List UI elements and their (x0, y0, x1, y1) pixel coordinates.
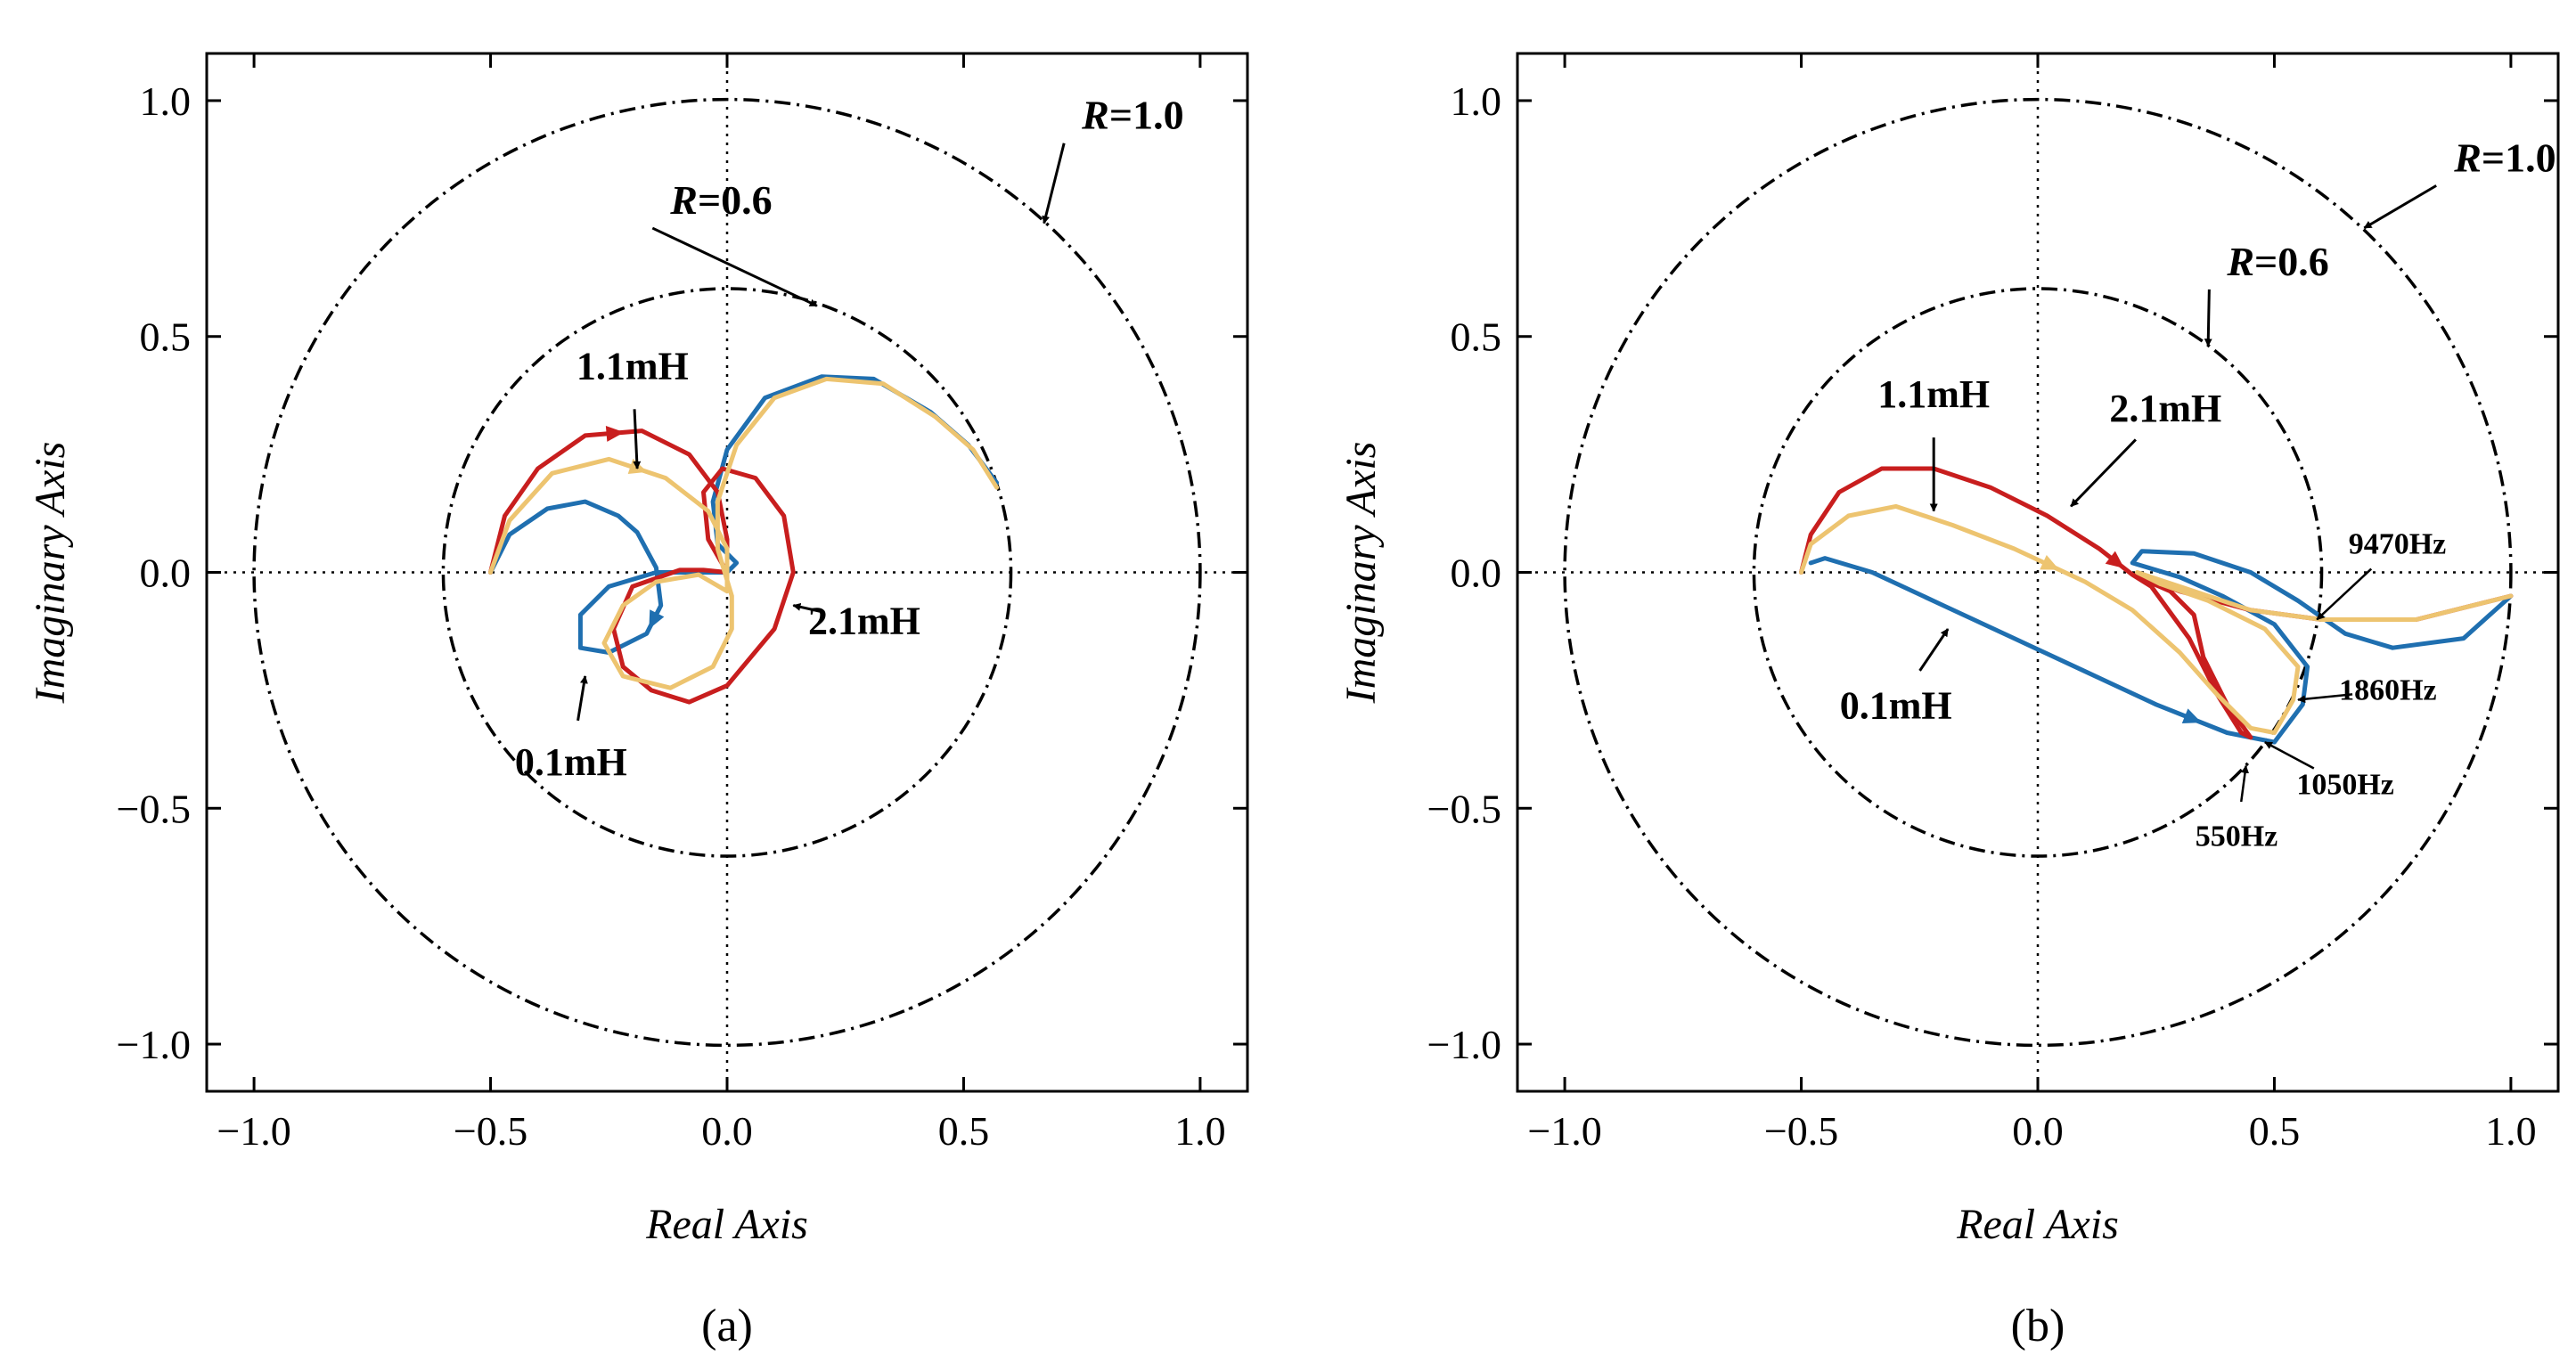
circle-r-0-6 (1752, 287, 2324, 858)
series-group (488, 374, 1000, 705)
y-axis-title: Imaginary Axis (27, 442, 74, 705)
circle-label-symbol: R (1081, 93, 1109, 138)
frequency-label-arrow (2316, 567, 2373, 621)
circle-label: R=1.0 (1081, 93, 1183, 138)
y-tick-label: 0.0 (140, 551, 192, 596)
x-axis-title: Real Axis (1956, 1201, 2119, 1248)
y-tick-label: −0.5 (1427, 786, 1501, 831)
series-label-arrow (1918, 628, 1950, 672)
frequency-label-arrow (2264, 741, 2315, 770)
frequency-label: 9470Hz (2349, 527, 2447, 560)
y-tick-label: −1.0 (1427, 1022, 1501, 1067)
y-tick-label: −1.0 (117, 1022, 191, 1067)
series-direction-arrow (2105, 551, 2125, 568)
y-tick-label: 1.0 (1451, 78, 1502, 124)
x-tick-label: 1.0 (1174, 1108, 1226, 1154)
circle-label-symbol: R (2226, 239, 2254, 284)
frequency-label-arrow (2240, 764, 2249, 803)
y-tick-label: −0.5 (117, 786, 191, 831)
series-group (1799, 466, 2514, 745)
circle-r-1 (1563, 97, 2513, 1048)
x-tick-label: 1.0 (2485, 1108, 2537, 1154)
x-tick-label: −0.5 (1764, 1108, 1838, 1154)
series-label: 1.1mH (1877, 372, 1990, 416)
panel-label-a: (a) (701, 1301, 753, 1351)
series-line-2 (1799, 503, 2514, 735)
frequency-label: 1860Hz (2339, 673, 2437, 706)
x-tick-label: −1.0 (1527, 1108, 1601, 1154)
series-line-0 (1808, 549, 2514, 745)
reference-circles (1563, 97, 2513, 1048)
x-tick-label: 0.5 (2249, 1108, 2301, 1154)
x-tick-label: 0.5 (938, 1108, 990, 1154)
series-label: 0.1mH (1840, 684, 1952, 728)
circle-label: R=1.0 (2453, 135, 2556, 180)
x-tick-label: −1.0 (217, 1108, 290, 1154)
circle-label-symbol: R (669, 177, 698, 223)
frequency-label: 1050Hz (2296, 768, 2394, 801)
y-axis-title: Imaginary Axis (1337, 442, 1385, 705)
circle-label-arrow (651, 226, 818, 307)
x-axis-title: Real Axis (645, 1201, 808, 1248)
y-tick-label: 0.0 (1451, 551, 1502, 596)
x-tick-label: −0.5 (454, 1108, 527, 1154)
series-label-arrow (577, 675, 588, 722)
ticks-group: −1.0 −0.5 0.0 0.5 1.0 −1.0 −0.5 0.0 0.5 1.0 (117, 53, 1247, 1154)
circle-r-1 (252, 97, 1202, 1048)
frequency-label-arrow (2297, 693, 2353, 704)
reference-circles (252, 97, 1202, 1048)
ticks-group: −1.0 −0.5 0.0 0.5 1.0 −1.0 −0.5 0.0 0.5 1.0 (1427, 53, 2558, 1154)
circle-r-0-6 (441, 287, 1013, 858)
series-label: 0.1mH (515, 740, 627, 784)
x-tick-label: 0.0 (2012, 1108, 2064, 1154)
series-label: 2.1mH (808, 599, 920, 642)
series-direction-arrow (2181, 708, 2202, 724)
y-tick-label: 0.5 (140, 314, 192, 360)
circle-label-arrow (1042, 143, 1066, 224)
circle-label-symbol: R (2453, 135, 2482, 180)
circle-label: R=0.6 (2226, 239, 2328, 284)
series-direction-arrow (649, 609, 665, 630)
circle-label-value: =1.0 (1109, 93, 1184, 138)
reference-lines (1517, 53, 2558, 1091)
circle-label-arrow (2363, 184, 2437, 230)
series-label-arrow (792, 602, 823, 614)
series-label: 2.1mH (2109, 387, 2221, 430)
series-label-arrow (633, 409, 642, 469)
circle-label: R=0.6 (669, 177, 772, 223)
series-label-arrow (2070, 438, 2137, 508)
circle-label-arrow (2204, 289, 2212, 347)
series-direction-arrow (2040, 555, 2060, 570)
circle-label-value: =0.6 (2254, 239, 2329, 284)
series-direction-arrow (605, 425, 625, 442)
y-tick-label: 0.5 (1451, 314, 1502, 360)
circle-label-value: =0.6 (698, 177, 773, 223)
panel-label-b: (b) (2011, 1301, 2065, 1351)
frequency-label: 550Hz (2196, 820, 2278, 853)
y-tick-label: 1.0 (140, 78, 192, 124)
circle-label-value: =1.0 (2482, 135, 2556, 180)
series-label: 1.1mH (577, 344, 689, 388)
x-tick-label: 0.0 (701, 1108, 753, 1154)
series-line-0 (488, 374, 1000, 655)
series-line-2 (488, 376, 1000, 690)
